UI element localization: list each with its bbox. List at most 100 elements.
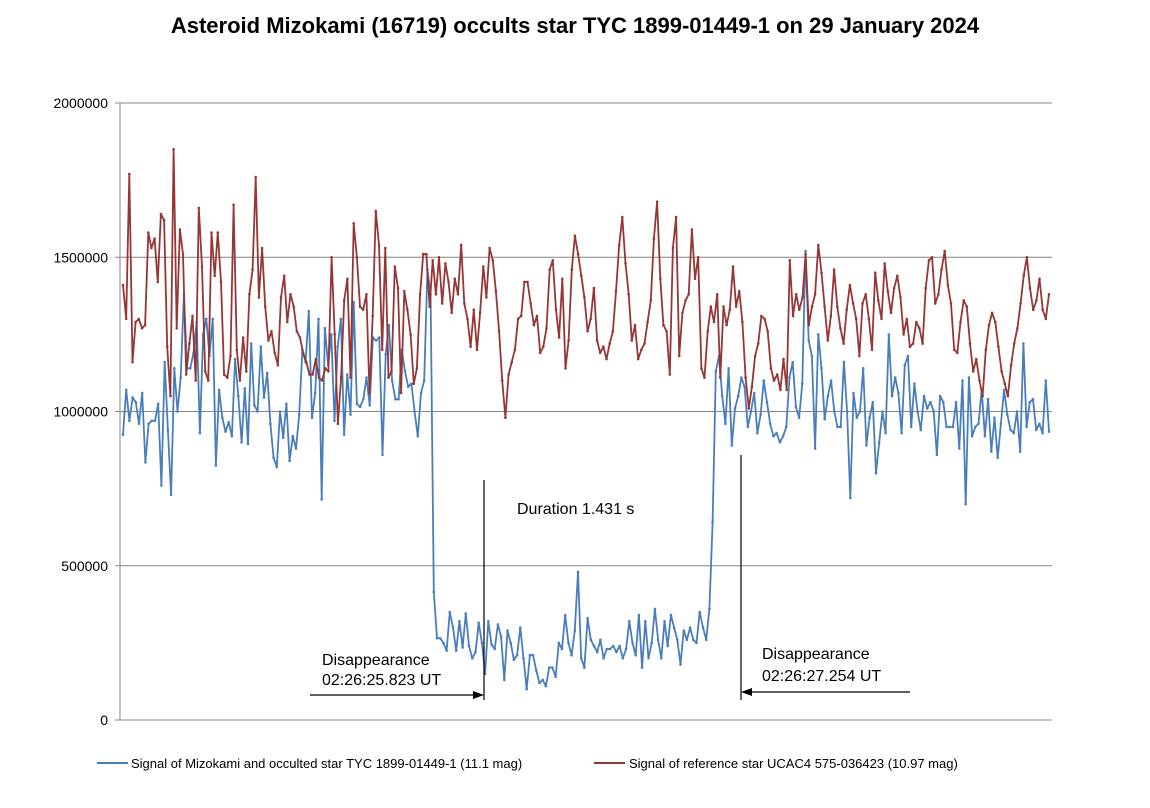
data-point: [409, 333, 412, 336]
data-point: [1019, 302, 1022, 305]
data-point: [279, 296, 283, 299]
data-point: [946, 283, 950, 287]
data-point: [704, 638, 708, 642]
data-point: [156, 280, 160, 284]
data-point: [403, 289, 406, 293]
data-point: [981, 394, 984, 398]
data-point: [541, 678, 544, 682]
data-point: [627, 293, 630, 296]
data-point: [485, 296, 488, 299]
data-point: [801, 382, 804, 386]
data-point: [410, 382, 413, 386]
data-point: [317, 317, 320, 321]
data-point: [899, 296, 902, 299]
data-point: [570, 268, 574, 271]
data-point: [384, 246, 387, 250]
data-point: [589, 638, 593, 642]
data-point: [467, 644, 471, 648]
data-point: [592, 286, 596, 290]
data-point: [387, 323, 391, 327]
data-point: [913, 382, 916, 386]
data-point: [210, 231, 213, 234]
data-point: [349, 376, 352, 379]
data-point: [497, 330, 501, 333]
data-point: [970, 434, 974, 438]
data-point: [243, 387, 247, 390]
reappearance-time: 02:26:27.254 UT: [762, 668, 881, 685]
data-point: [922, 394, 926, 398]
data-point: [611, 644, 615, 648]
data-point: [305, 360, 308, 364]
data-point: [927, 259, 931, 262]
data-point: [943, 249, 946, 253]
data-point: [614, 289, 618, 293]
data-point: [621, 215, 624, 219]
data-point: [251, 268, 254, 271]
data-point: [665, 330, 668, 333]
data-point: [801, 296, 804, 299]
data-point: [842, 360, 846, 364]
data-point: [698, 610, 701, 614]
data-point: [1038, 422, 1041, 426]
data-point: [744, 376, 747, 379]
data-point: [797, 416, 801, 420]
data-point: [589, 317, 592, 321]
data-point: [160, 484, 163, 487]
data-point: [956, 351, 959, 355]
data-point: [428, 305, 431, 308]
data-point: [342, 433, 346, 436]
data-point: [394, 397, 397, 401]
data-point: [1047, 430, 1051, 433]
data-point: [618, 644, 621, 648]
data-point: [365, 293, 368, 296]
data-point: [528, 653, 532, 657]
data-point: [911, 342, 915, 345]
data-point: [178, 228, 182, 231]
data-point: [782, 357, 785, 361]
data-point: [791, 314, 795, 318]
data-point: [153, 419, 157, 423]
data-point: [615, 650, 618, 654]
data-point: [829, 379, 833, 382]
data-point: [241, 336, 245, 339]
reappearance-arrow-head: [741, 688, 752, 696]
data-point: [958, 447, 961, 450]
series-line-blue: [122, 250, 1050, 690]
data-point: [747, 407, 751, 410]
data-point: [1031, 397, 1035, 401]
data-point: [320, 379, 324, 382]
data-point: [1034, 428, 1038, 432]
data-point: [672, 626, 676, 629]
data-point: [490, 643, 493, 646]
data-point: [647, 657, 650, 660]
data-point: [902, 333, 905, 336]
data-point: [445, 649, 448, 652]
data-point: [425, 252, 428, 256]
data-point: [633, 323, 637, 327]
data-point: [432, 590, 436, 594]
data-point: [349, 413, 352, 416]
data-point: [500, 379, 504, 382]
data-point: [238, 379, 242, 382]
data-point: [663, 620, 666, 623]
data-point: [877, 299, 880, 302]
data-point: [547, 666, 551, 669]
data-point: [684, 299, 687, 302]
data-point: [169, 394, 172, 398]
data-point: [272, 456, 275, 460]
data-point: [175, 326, 178, 330]
data-point: [599, 638, 602, 642]
data-point: [868, 416, 871, 420]
data-point: [333, 419, 336, 423]
data-point: [997, 345, 1000, 349]
data-point: [259, 345, 263, 349]
data-point: [655, 200, 659, 203]
data-point: [301, 351, 305, 355]
data-point: [563, 613, 567, 617]
data-point: [829, 314, 833, 318]
data-point: [964, 502, 967, 506]
data-point: [464, 612, 468, 615]
data-point: [378, 336, 381, 339]
data-point: [1028, 286, 1032, 290]
data-point: [1006, 394, 1010, 398]
